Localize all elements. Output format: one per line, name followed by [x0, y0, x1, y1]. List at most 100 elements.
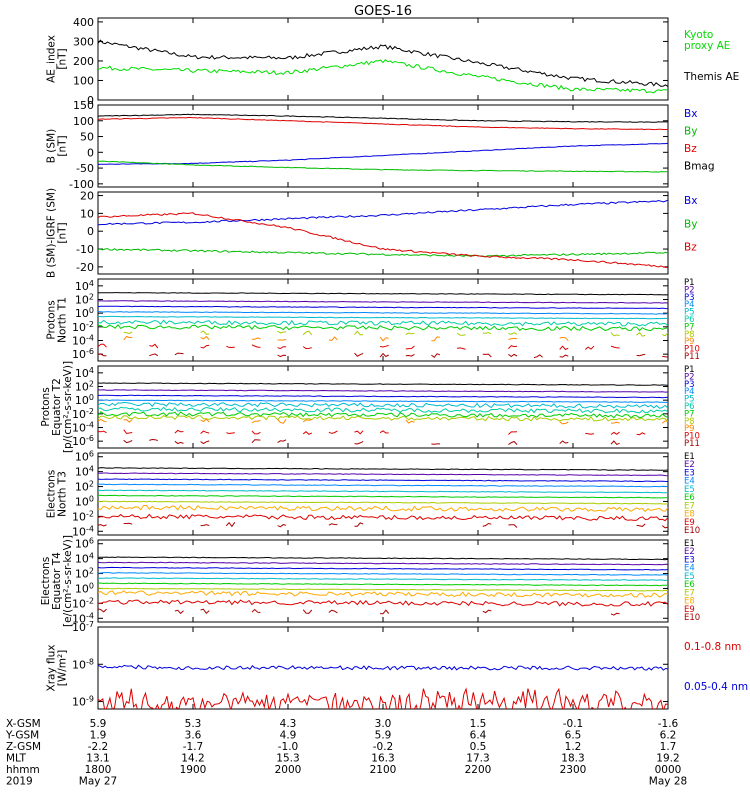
flux-segment	[277, 524, 287, 528]
flux-segment	[405, 332, 415, 335]
flux-segment	[610, 612, 620, 616]
flux-segment	[277, 338, 287, 341]
legend-label: E10	[684, 613, 700, 623]
footer-cell: 14.2	[181, 753, 204, 765]
legend-label: P11	[684, 439, 700, 449]
flux-segment	[200, 608, 210, 615]
footer-row-label: Z-GSM	[6, 741, 41, 753]
flux-line	[98, 572, 668, 576]
flux-line	[98, 556, 668, 561]
panel-digrf: 20 10 0 -10 -20 B (SM)-IGRF (SM) [nT] Bx By Bz	[46, 188, 698, 278]
y-axis-label: Equator T4	[51, 552, 63, 610]
flux-segment	[508, 353, 518, 358]
series-line	[98, 199, 668, 226]
flux-segment	[123, 335, 133, 341]
legend-label: Bx	[684, 108, 697, 120]
legend-label: E9	[684, 518, 695, 528]
flux-segment	[354, 330, 364, 336]
flux-line	[98, 599, 668, 607]
flux-segment	[661, 525, 668, 529]
flux-segment	[225, 521, 236, 528]
footer-cell: -1.6	[658, 718, 679, 730]
flux-segment	[482, 353, 492, 358]
footer-row-label: 2019	[6, 776, 33, 788]
legend-label: Bz	[684, 242, 697, 254]
y-axis-label: [p/(cm²-s-sr-keV)]	[62, 361, 74, 453]
flux-segment	[200, 418, 210, 423]
flux-segment	[123, 429, 133, 434]
y-axis-label: B (SM)	[46, 129, 58, 163]
flux-segment	[98, 430, 107, 434]
y-tick-label: 102	[75, 380, 94, 394]
flux-segment	[226, 432, 235, 435]
y-tick-label: 104	[75, 279, 94, 293]
flux-line	[98, 566, 668, 571]
flux-segment	[251, 337, 261, 340]
legend-label: P4	[684, 387, 695, 397]
flux-segment	[226, 345, 235, 349]
y-tick-label: 10-6	[72, 347, 94, 361]
flux-line	[98, 394, 668, 399]
flux-segment	[559, 354, 569, 358]
flux-segment	[584, 345, 595, 350]
y-tick-label: 106	[75, 537, 94, 551]
flux-segment	[610, 421, 620, 424]
y-axis-label: North T3	[57, 471, 69, 517]
y-tick-label: 0	[87, 225, 94, 238]
legend-label: Bx	[684, 195, 697, 207]
y-axis-label: Electrons	[46, 470, 58, 519]
flux-segment	[149, 353, 159, 357]
flux-segment	[636, 523, 646, 527]
y-tick-label: 0	[87, 146, 94, 159]
legend-label: E9	[684, 605, 695, 615]
y-tick-label: 10-4	[72, 421, 94, 435]
legend-label: P10	[684, 345, 700, 355]
panel-frame	[97, 539, 669, 623]
flux-segment	[174, 429, 184, 434]
flux-line	[98, 305, 668, 310]
flux-segment	[98, 524, 107, 527]
legend-label: P6	[684, 315, 695, 325]
footer-row-label: MLT	[6, 753, 26, 765]
series-line	[98, 248, 668, 258]
flux-segment	[457, 347, 466, 350]
flux-line	[98, 292, 668, 296]
legend-label: P4	[684, 300, 695, 310]
flux-segment	[200, 335, 210, 340]
flux-segment	[610, 431, 620, 435]
flux-segment	[174, 609, 184, 615]
y-tick-label: -20	[76, 261, 94, 274]
flux-line	[98, 561, 668, 566]
flux-segment	[661, 420, 668, 424]
flux-line	[98, 500, 668, 505]
flux-segment	[508, 431, 518, 435]
flux-segment	[533, 354, 543, 359]
flux-segment	[277, 418, 287, 424]
flux-segment	[200, 330, 210, 335]
footer-cell: 6.2	[660, 730, 677, 742]
y-tick-label: 100	[75, 306, 94, 320]
series-line	[98, 142, 668, 165]
footer-cell: 1.5	[470, 718, 487, 730]
legend-label: E6	[684, 493, 695, 503]
flux-segment	[662, 332, 668, 337]
flux-segment	[277, 330, 287, 334]
flux-segment	[251, 430, 261, 435]
y-axis-label: B (SM)-IGRF (SM)	[46, 188, 58, 278]
series-line	[98, 117, 668, 131]
y-tick-label: 10-7	[72, 620, 94, 634]
flux-segment	[508, 332, 518, 335]
legend-label: P3	[684, 293, 695, 303]
footer-cell: 4.9	[280, 730, 297, 742]
flux-segment	[328, 336, 338, 342]
footer-cell: May 27	[79, 776, 117, 788]
flux-segment	[98, 418, 107, 423]
plot-area	[98, 292, 668, 359]
legend-label: E8	[684, 597, 695, 607]
footer-cell: 1.2	[565, 741, 582, 753]
